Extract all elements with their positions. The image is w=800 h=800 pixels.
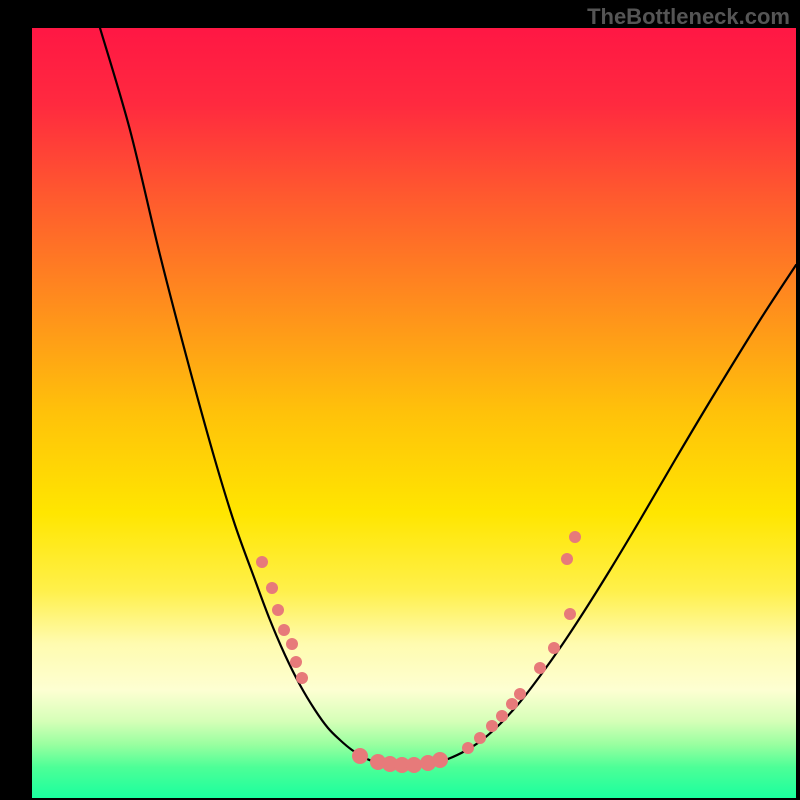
data-marker bbox=[278, 624, 290, 636]
data-marker bbox=[272, 604, 284, 616]
data-marker bbox=[506, 698, 518, 710]
data-marker bbox=[290, 656, 302, 668]
data-marker bbox=[486, 720, 498, 732]
data-marker bbox=[352, 748, 368, 764]
chart-svg bbox=[0, 0, 800, 800]
data-marker bbox=[496, 710, 508, 722]
data-marker bbox=[548, 642, 560, 654]
data-marker bbox=[474, 732, 486, 744]
data-marker bbox=[296, 672, 308, 684]
data-marker bbox=[534, 662, 546, 674]
data-marker bbox=[266, 582, 278, 594]
data-marker bbox=[569, 531, 581, 543]
data-marker bbox=[256, 556, 268, 568]
data-marker bbox=[564, 608, 576, 620]
data-marker bbox=[406, 757, 422, 773]
data-marker bbox=[462, 742, 474, 754]
data-marker bbox=[514, 688, 526, 700]
data-marker bbox=[432, 752, 448, 768]
watermark-text: TheBottleneck.com bbox=[587, 4, 790, 30]
plot-background bbox=[32, 28, 796, 798]
data-marker bbox=[286, 638, 298, 650]
data-marker bbox=[561, 553, 573, 565]
chart-container: TheBottleneck.com bbox=[0, 0, 800, 800]
